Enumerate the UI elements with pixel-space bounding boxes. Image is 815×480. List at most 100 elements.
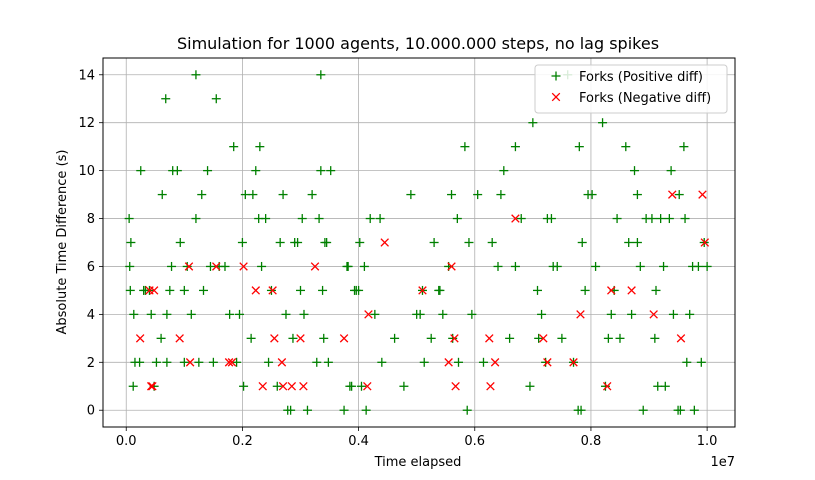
positive-diff-point bbox=[248, 190, 258, 200]
positive-diff-point bbox=[464, 238, 474, 247]
x-axis-offset-label: 1e7 bbox=[710, 455, 735, 470]
marker-stroke bbox=[239, 262, 248, 271]
positive-diff-point bbox=[546, 214, 556, 224]
positive-diff-point bbox=[186, 309, 196, 319]
positive-diff-point bbox=[587, 190, 597, 200]
positive-diff-point bbox=[162, 357, 172, 367]
positive-diff-point bbox=[157, 190, 167, 200]
positive-diff-point bbox=[246, 333, 256, 343]
positive-diff-point bbox=[251, 166, 261, 176]
marker-stroke bbox=[490, 358, 500, 367]
positive-diff-point bbox=[191, 214, 201, 224]
marker-stroke bbox=[485, 334, 494, 343]
x-tick-label: 0.0 bbox=[116, 434, 137, 449]
positive-diff-point bbox=[296, 285, 305, 295]
positive-diff-point bbox=[275, 238, 285, 247]
x-tick-label: 1.0 bbox=[697, 434, 718, 449]
marker-stroke bbox=[146, 382, 156, 391]
marker-stroke bbox=[296, 334, 305, 343]
x-tick-label: 0.4 bbox=[348, 434, 369, 449]
positive-diff-point bbox=[359, 261, 369, 271]
negative-diff-point bbox=[148, 382, 157, 391]
x-tick-label: 0.6 bbox=[464, 434, 485, 449]
positive-diff-point bbox=[377, 357, 387, 367]
positive-diff-point bbox=[354, 285, 364, 295]
positive-diff-point bbox=[399, 381, 409, 391]
positive-diff-point bbox=[627, 309, 637, 319]
positive-diff-point bbox=[281, 309, 291, 319]
positive-diff-point bbox=[307, 190, 317, 200]
negative-diff-point bbox=[576, 310, 585, 319]
marker-stroke bbox=[451, 382, 460, 391]
marker-stroke bbox=[380, 238, 389, 247]
marker-stroke bbox=[418, 286, 427, 295]
positive-diff-point bbox=[197, 190, 207, 200]
positive-diff-point bbox=[557, 333, 567, 343]
positive-diff-point bbox=[390, 333, 400, 343]
positive-diff-point bbox=[668, 309, 678, 319]
marker-stroke bbox=[543, 358, 552, 367]
marker-stroke bbox=[148, 382, 157, 391]
positive-diff-point bbox=[528, 118, 538, 128]
positive-diff-point bbox=[534, 333, 544, 343]
negative-diff-point bbox=[339, 334, 349, 343]
positive-diff-point bbox=[286, 405, 296, 415]
y-tick-label: 4 bbox=[87, 308, 95, 323]
positive-diff-point bbox=[316, 166, 326, 176]
negative-diff-point bbox=[380, 238, 389, 247]
positive-diff-point bbox=[261, 214, 271, 224]
positive-diff-point bbox=[264, 357, 274, 367]
positive-diff-point bbox=[316, 70, 326, 80]
marker-stroke bbox=[698, 190, 707, 199]
marker-stroke bbox=[576, 310, 585, 319]
positive-diff-point bbox=[124, 214, 134, 224]
positive-diff-point bbox=[208, 357, 218, 367]
marker-stroke bbox=[184, 262, 194, 271]
marker-stroke bbox=[627, 286, 636, 295]
positive-diff-point bbox=[460, 142, 470, 152]
positive-diff-point bbox=[552, 261, 562, 271]
negative-diff-point bbox=[239, 262, 248, 271]
positive-diff-point bbox=[165, 285, 175, 295]
marker-stroke bbox=[268, 286, 277, 295]
positive-diff-point bbox=[239, 381, 249, 391]
positive-diff-point bbox=[577, 238, 587, 247]
marker-stroke bbox=[450, 334, 459, 343]
positive-diff-point bbox=[576, 405, 586, 415]
negative-diff-point bbox=[251, 286, 261, 295]
positive-diff-point bbox=[225, 309, 235, 319]
marker-stroke bbox=[444, 358, 453, 367]
negative-diff-point bbox=[602, 382, 612, 391]
marker-stroke bbox=[149, 286, 159, 295]
negative-diff-point bbox=[224, 358, 234, 367]
positive-diff-point bbox=[664, 214, 674, 224]
positive-diff-point bbox=[162, 309, 172, 319]
negative-diff-point bbox=[450, 334, 459, 343]
marker-stroke bbox=[363, 382, 372, 391]
negative-diff-point bbox=[135, 334, 145, 343]
positive-diff-point bbox=[167, 261, 177, 271]
positive-diff-point bbox=[510, 142, 520, 152]
negative-diff-point bbox=[299, 382, 308, 391]
positive-diff-point bbox=[680, 214, 690, 224]
marker-stroke bbox=[278, 382, 288, 391]
positive-diff-point bbox=[232, 357, 242, 367]
negative-diff-point bbox=[698, 190, 707, 199]
marker-stroke bbox=[486, 382, 495, 391]
marker-stroke bbox=[551, 92, 561, 102]
positive-diff-point bbox=[675, 405, 685, 415]
positive-diff-point bbox=[198, 285, 208, 295]
negative-diff-point bbox=[676, 334, 686, 343]
positive-diff-point bbox=[679, 142, 689, 152]
positive-diff-point bbox=[693, 261, 703, 271]
positive-diff-point bbox=[240, 190, 250, 200]
positive-diff-point bbox=[288, 333, 298, 343]
positive-diff-point bbox=[541, 357, 551, 367]
positive-diff-point bbox=[591, 261, 601, 271]
positive-diff-point bbox=[510, 261, 520, 271]
negative-diff-point bbox=[185, 358, 195, 367]
negative-diff-point bbox=[277, 358, 287, 367]
marker-stroke bbox=[227, 358, 237, 367]
positive-diff-point bbox=[322, 238, 332, 247]
legend-box bbox=[534, 64, 728, 114]
